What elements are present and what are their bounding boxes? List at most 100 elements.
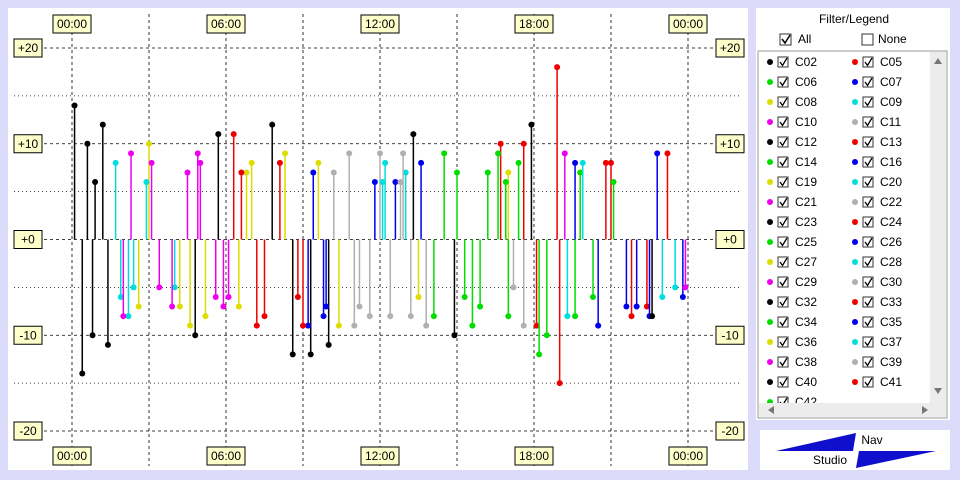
none-checkbox[interactable]	[861, 33, 874, 46]
legend-checkbox[interactable]	[862, 296, 874, 308]
all-label[interactable]: All	[798, 32, 811, 46]
y-tick-label: -10	[19, 328, 37, 342]
checkmark	[864, 357, 873, 367]
y-tick-box	[715, 325, 745, 345]
checkmark	[864, 157, 873, 167]
data-point	[502, 179, 509, 186]
legend-checkbox[interactable]	[862, 236, 874, 248]
data-point	[351, 322, 358, 329]
checkmark	[864, 177, 873, 187]
legend-checkbox[interactable]	[777, 336, 789, 348]
legend-checkbox[interactable]	[862, 96, 874, 108]
horizontal-scrollbar[interactable]	[759, 403, 946, 417]
legend-checkbox[interactable]	[777, 196, 789, 208]
scroll-up[interactable]	[934, 58, 942, 64]
legend-label: C42	[795, 395, 817, 409]
legend-checkbox[interactable]	[777, 76, 789, 88]
legend-checkbox[interactable]	[862, 376, 874, 388]
chart-panel	[8, 8, 748, 470]
data-point	[79, 370, 86, 377]
legend-swatch	[852, 279, 858, 285]
legend-checkbox[interactable]	[777, 116, 789, 128]
data-point	[202, 313, 209, 320]
legend-checkbox[interactable]	[862, 176, 874, 188]
legend-checkbox[interactable]	[862, 76, 874, 88]
legend-checkbox[interactable]	[862, 156, 874, 168]
legend-swatch	[767, 399, 773, 403]
nav-label[interactable]: Nav	[861, 433, 882, 447]
checkmark	[779, 117, 788, 127]
legend-checkbox[interactable]	[777, 316, 789, 328]
scroll-down[interactable]	[934, 388, 942, 394]
legend-swatch	[852, 339, 858, 345]
data-point	[120, 313, 127, 320]
legend-checkbox[interactable]	[862, 336, 874, 348]
legend-label: C38	[795, 355, 817, 369]
data-point	[387, 313, 394, 320]
data-point	[194, 150, 201, 157]
y-tick-box	[715, 421, 745, 441]
legend-checkbox[interactable]	[862, 136, 874, 148]
data-point	[520, 322, 527, 329]
data-point	[276, 159, 283, 166]
data-point	[330, 169, 337, 176]
data-point	[366, 313, 373, 320]
none-label[interactable]: None	[878, 32, 907, 46]
data-point	[294, 293, 301, 300]
data-point	[325, 341, 332, 348]
data-point	[379, 179, 386, 186]
legend-swatch	[767, 99, 773, 105]
legend-checkbox[interactable]	[777, 356, 789, 368]
x-tick-box	[668, 446, 708, 466]
legend-checkbox[interactable]	[777, 216, 789, 228]
legend-label: C10	[795, 115, 817, 129]
legend-checkbox[interactable]	[777, 136, 789, 148]
legend-checkbox[interactable]	[777, 96, 789, 108]
data-point	[628, 313, 635, 320]
legend-checkbox[interactable]	[862, 356, 874, 368]
checkmark	[779, 77, 788, 87]
legend-checkbox[interactable]	[862, 316, 874, 328]
legend-checkbox[interactable]	[862, 256, 874, 268]
legend-label: C05	[880, 55, 902, 69]
nav-arrow	[856, 451, 936, 468]
legend-checkbox[interactable]	[862, 196, 874, 208]
legend-swatch	[767, 219, 773, 225]
legend-checkbox[interactable]	[777, 236, 789, 248]
data-point	[392, 179, 399, 186]
legend-checkbox[interactable]	[862, 216, 874, 228]
x-tick-box	[360, 14, 400, 34]
legend-checkbox[interactable]	[777, 396, 789, 407]
data-point	[561, 150, 568, 157]
studio-label[interactable]: Studio	[813, 453, 847, 467]
legend-checkbox[interactable]	[777, 176, 789, 188]
data-point	[171, 284, 178, 291]
x-tick-label: 06:00	[211, 17, 241, 31]
legend-checkbox[interactable]	[862, 116, 874, 128]
vertical-scrollbar[interactable]	[930, 52, 946, 403]
x-tick-label: 06:00	[211, 449, 241, 463]
legend-checkbox[interactable]	[777, 156, 789, 168]
legend-checkbox[interactable]	[862, 276, 874, 288]
legend-checkbox[interactable]	[777, 296, 789, 308]
data-point	[335, 322, 342, 329]
data-point	[156, 284, 163, 291]
legend-label: C09	[880, 95, 902, 109]
data-point	[407, 313, 414, 320]
checkmark	[779, 337, 788, 347]
data-point	[484, 169, 491, 176]
checkmark	[864, 217, 873, 227]
legend-checkbox[interactable]	[777, 56, 789, 68]
data-point	[248, 159, 255, 166]
data-point	[608, 159, 614, 166]
legend-checkbox[interactable]	[862, 56, 874, 68]
data-point	[220, 303, 227, 310]
scroll-left[interactable]	[768, 406, 774, 414]
all-checkbox[interactable]	[779, 33, 792, 46]
legend-checkbox[interactable]	[777, 276, 789, 288]
legend-swatch	[767, 119, 773, 125]
legend-checkbox[interactable]	[777, 256, 789, 268]
legend-checkbox[interactable]	[777, 376, 789, 388]
data-point	[572, 159, 579, 166]
scroll-right[interactable]	[922, 406, 928, 414]
